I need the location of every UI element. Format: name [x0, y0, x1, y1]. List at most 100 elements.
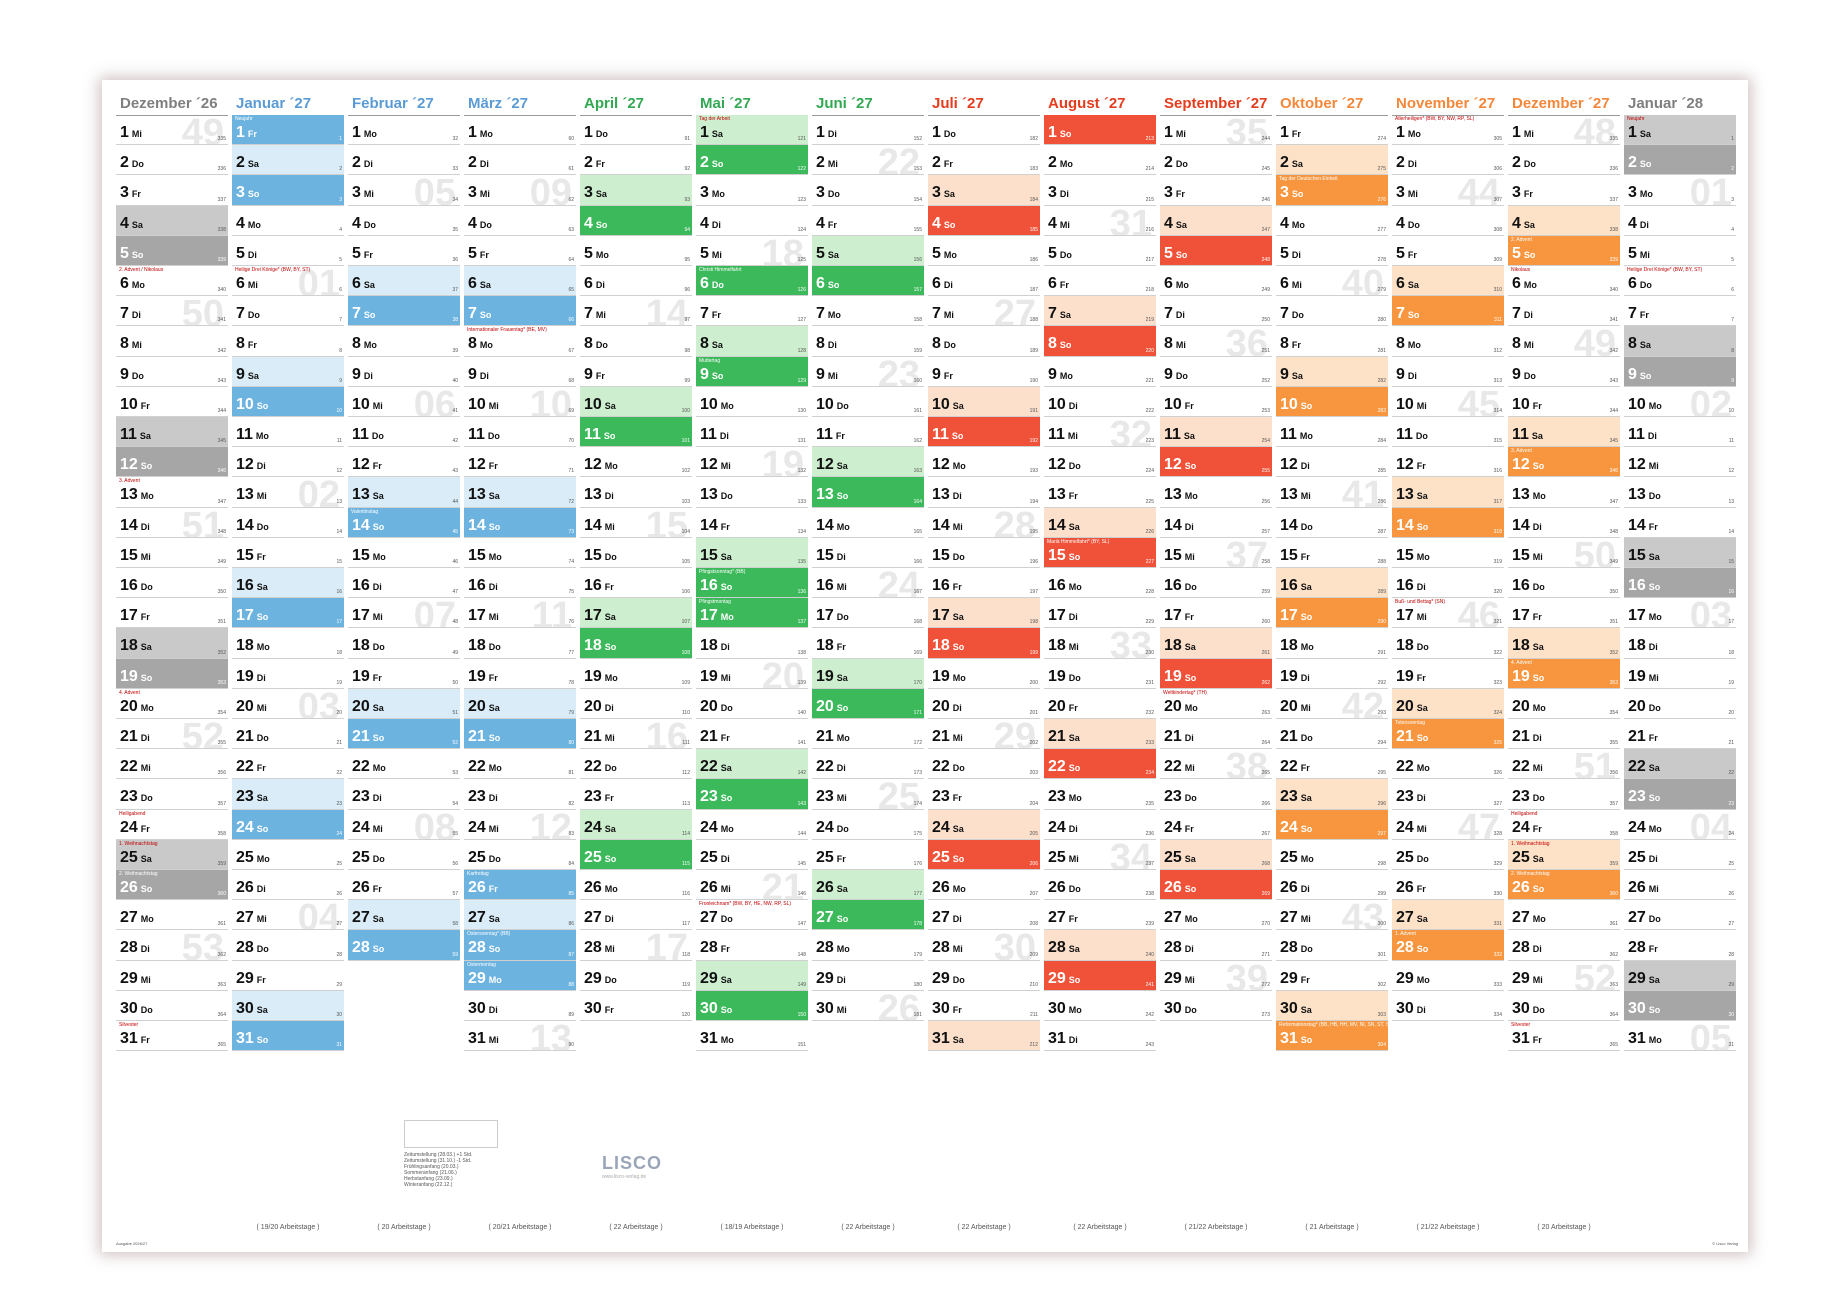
- day-cell[interactable]: 1 Fr 274: [1276, 115, 1388, 146]
- day-cell[interactable]: 16 Do 350: [1508, 568, 1620, 599]
- day-cell[interactable]: 19 Fr 78: [464, 659, 576, 689]
- day-cell[interactable]: 3. Advent 13 Mo 347: [116, 477, 228, 508]
- day-cell[interactable]: 13 31 Mi 90: [464, 1021, 576, 1052]
- day-cell[interactable]: 13 So 164: [812, 477, 924, 508]
- day-cell[interactable]: 3 Fr 246: [1160, 175, 1272, 206]
- day-cell[interactable]: 28 Do 301: [1276, 930, 1388, 961]
- day-cell[interactable]: 28 Mo 179: [812, 930, 924, 961]
- day-cell[interactable]: 8 Di 159: [812, 326, 924, 357]
- day-cell[interactable]: 16 Mo 228: [1044, 568, 1156, 599]
- day-cell[interactable]: 12 Mo 193: [928, 447, 1040, 478]
- day-cell[interactable]: 9 Di 313: [1392, 357, 1504, 387]
- day-cell[interactable]: 12 Mo 102: [580, 447, 692, 478]
- day-cell[interactable]: 28 Do 28: [232, 930, 344, 961]
- day-cell[interactable]: 15 Di 166: [812, 538, 924, 568]
- day-cell[interactable]: 15 Mo 46: [348, 538, 460, 568]
- day-cell[interactable]: Ostersonntag* (BB) 28 So 87: [464, 930, 576, 961]
- day-cell[interactable]: 9 Di 68: [464, 357, 576, 387]
- day-cell[interactable]: 22 Do 203: [928, 749, 1040, 780]
- day-cell[interactable]: 26 Fr 330: [1392, 870, 1504, 901]
- day-cell[interactable]: 7 Do 7: [232, 296, 344, 327]
- day-cell[interactable]: 9 Do 252: [1160, 357, 1272, 387]
- day-cell[interactable]: 9 Sa 9: [232, 356, 344, 387]
- day-cell[interactable]: 01 3 Mo 3: [1624, 175, 1736, 206]
- day-cell[interactable]: 5 Mo 186: [928, 236, 1040, 266]
- day-cell[interactable]: 19 Do 231: [1044, 659, 1156, 689]
- day-cell[interactable]: 14 Fr 14: [1624, 508, 1736, 538]
- day-cell[interactable]: 23 Fr 113: [580, 779, 692, 810]
- day-cell[interactable]: 23 9 Mi 160: [812, 357, 924, 387]
- day-cell[interactable]: 36 8 Mi 251: [1160, 326, 1272, 357]
- day-cell[interactable]: 8 Fr 8: [232, 326, 344, 357]
- day-cell[interactable]: 23 Sa 296: [1276, 779, 1388, 810]
- day-cell[interactable]: 16 Di 320: [1392, 568, 1504, 599]
- day-cell[interactable]: 29 Sa 29: [1624, 960, 1736, 991]
- day-cell[interactable]: 2 Fr 183: [928, 145, 1040, 176]
- day-cell[interactable]: 18 Sa 352: [116, 628, 228, 659]
- day-cell[interactable]: 24 Sa 114: [580, 809, 692, 840]
- day-cell[interactable]: 45 10 Mi 314: [1392, 387, 1504, 417]
- day-cell[interactable]: 37 15 Mi 258: [1160, 538, 1272, 568]
- day-cell[interactable]: 12 Do 224: [1044, 447, 1156, 478]
- day-cell[interactable]: Valentinstag 14 So 45: [348, 507, 460, 538]
- day-cell[interactable]: 25 Mo 25: [232, 840, 344, 870]
- day-cell[interactable]: 7 Di 250: [1160, 296, 1272, 327]
- day-cell[interactable]: 22 Sa 142: [696, 749, 808, 780]
- day-cell[interactable]: 21 Di 355: [1508, 719, 1620, 750]
- day-cell[interactable]: 2 Mo 214: [1044, 145, 1156, 176]
- day-cell[interactable]: Heilige Drei Könige* (BW, BY, ST) 6 Do 6: [1624, 266, 1736, 297]
- day-cell[interactable]: 27 Sa 86: [464, 900, 576, 931]
- day-cell[interactable]: Heiligabend 24 Fr 358: [1508, 810, 1620, 840]
- day-cell[interactable]: 2 Do 336: [1508, 145, 1620, 176]
- day-cell[interactable]: 10 Mo 130: [696, 387, 808, 417]
- day-cell[interactable]: 10 Fr 344: [1508, 387, 1620, 417]
- day-cell[interactable]: 11 Mo 284: [1276, 417, 1388, 448]
- day-cell[interactable]: 10 Sa 100: [580, 386, 692, 417]
- day-cell[interactable]: 27 7 Mi 188: [928, 296, 1040, 327]
- day-cell[interactable]: 27 Di 208: [928, 900, 1040, 931]
- day-cell[interactable]: 6 So 157: [812, 266, 924, 297]
- day-cell[interactable]: 30 Do 364: [116, 991, 228, 1021]
- day-cell[interactable]: 2 So 122: [696, 145, 808, 176]
- day-cell[interactable]: 25 Do 84: [464, 840, 576, 870]
- day-cell[interactable]: 13 Di 194: [928, 477, 1040, 508]
- day-cell[interactable]: 14 So 73: [464, 507, 576, 538]
- day-cell[interactable]: 23 Di 54: [348, 779, 460, 810]
- day-cell[interactable]: 25 So 115: [580, 839, 692, 870]
- day-cell[interactable]: 5 So 339: [116, 235, 228, 266]
- day-cell[interactable]: 7 Do 280: [1276, 296, 1388, 327]
- day-cell[interactable]: 4 Do 35: [348, 206, 460, 236]
- day-cell[interactable]: 16 Do 259: [1160, 568, 1272, 599]
- day-cell[interactable]: 18 Sa 261: [1160, 628, 1272, 659]
- day-cell[interactable]: 13 Fr 225: [1044, 477, 1156, 508]
- day-cell[interactable]: 13 Mo 347: [1508, 477, 1620, 508]
- day-cell[interactable]: 1. Weihnachtstag 25 Sa 359: [116, 839, 228, 870]
- day-cell[interactable]: 2. Advent 5 So 339: [1508, 235, 1620, 266]
- day-cell[interactable]: 31 So 31: [232, 1021, 344, 1052]
- day-cell[interactable]: 15 Mo 319: [1392, 538, 1504, 568]
- day-cell[interactable]: 16 21 Mi 111: [580, 719, 692, 750]
- day-cell[interactable]: 30 28 Mi 209: [928, 930, 1040, 961]
- day-cell[interactable]: 30 Sa 303: [1276, 990, 1388, 1021]
- day-cell[interactable]: 03 20 Mi 20: [232, 689, 344, 719]
- day-cell[interactable]: 4 So 185: [928, 205, 1040, 236]
- day-cell[interactable]: 20 Sa 51: [348, 688, 460, 719]
- day-cell[interactable]: 14 Mo 165: [812, 508, 924, 538]
- day-cell[interactable]: 1 So 213: [1044, 115, 1156, 146]
- day-cell[interactable]: 18 Mo 291: [1276, 628, 1388, 659]
- day-cell[interactable]: 13 Sa 317: [1392, 477, 1504, 508]
- day-cell[interactable]: 17 Sa 198: [928, 598, 1040, 629]
- day-cell[interactable]: 1. Advent 28 So 332: [1392, 930, 1504, 961]
- day-cell[interactable]: Totensonntag 21 So 325: [1392, 719, 1504, 750]
- day-cell[interactable]: 11 Do 315: [1392, 417, 1504, 448]
- day-cell[interactable]: 50 15 Mi 349: [1508, 538, 1620, 568]
- day-cell[interactable]: Ostermontag 29 Mo 88: [464, 960, 576, 991]
- day-cell[interactable]: 13 Sa 72: [464, 477, 576, 508]
- day-cell[interactable]: 19 Di 292: [1276, 659, 1388, 689]
- day-cell[interactable]: 11 Sa 345: [1508, 417, 1620, 448]
- day-cell[interactable]: 27 Sa 58: [348, 900, 460, 931]
- day-cell[interactable]: 51 22 Mi 356: [1508, 749, 1620, 780]
- day-cell[interactable]: Tag der Deutschen Einheit 3 So 276: [1276, 175, 1388, 206]
- day-cell[interactable]: 25 Do 329: [1392, 840, 1504, 870]
- day-cell[interactable]: 53 28 Di 362: [116, 930, 228, 961]
